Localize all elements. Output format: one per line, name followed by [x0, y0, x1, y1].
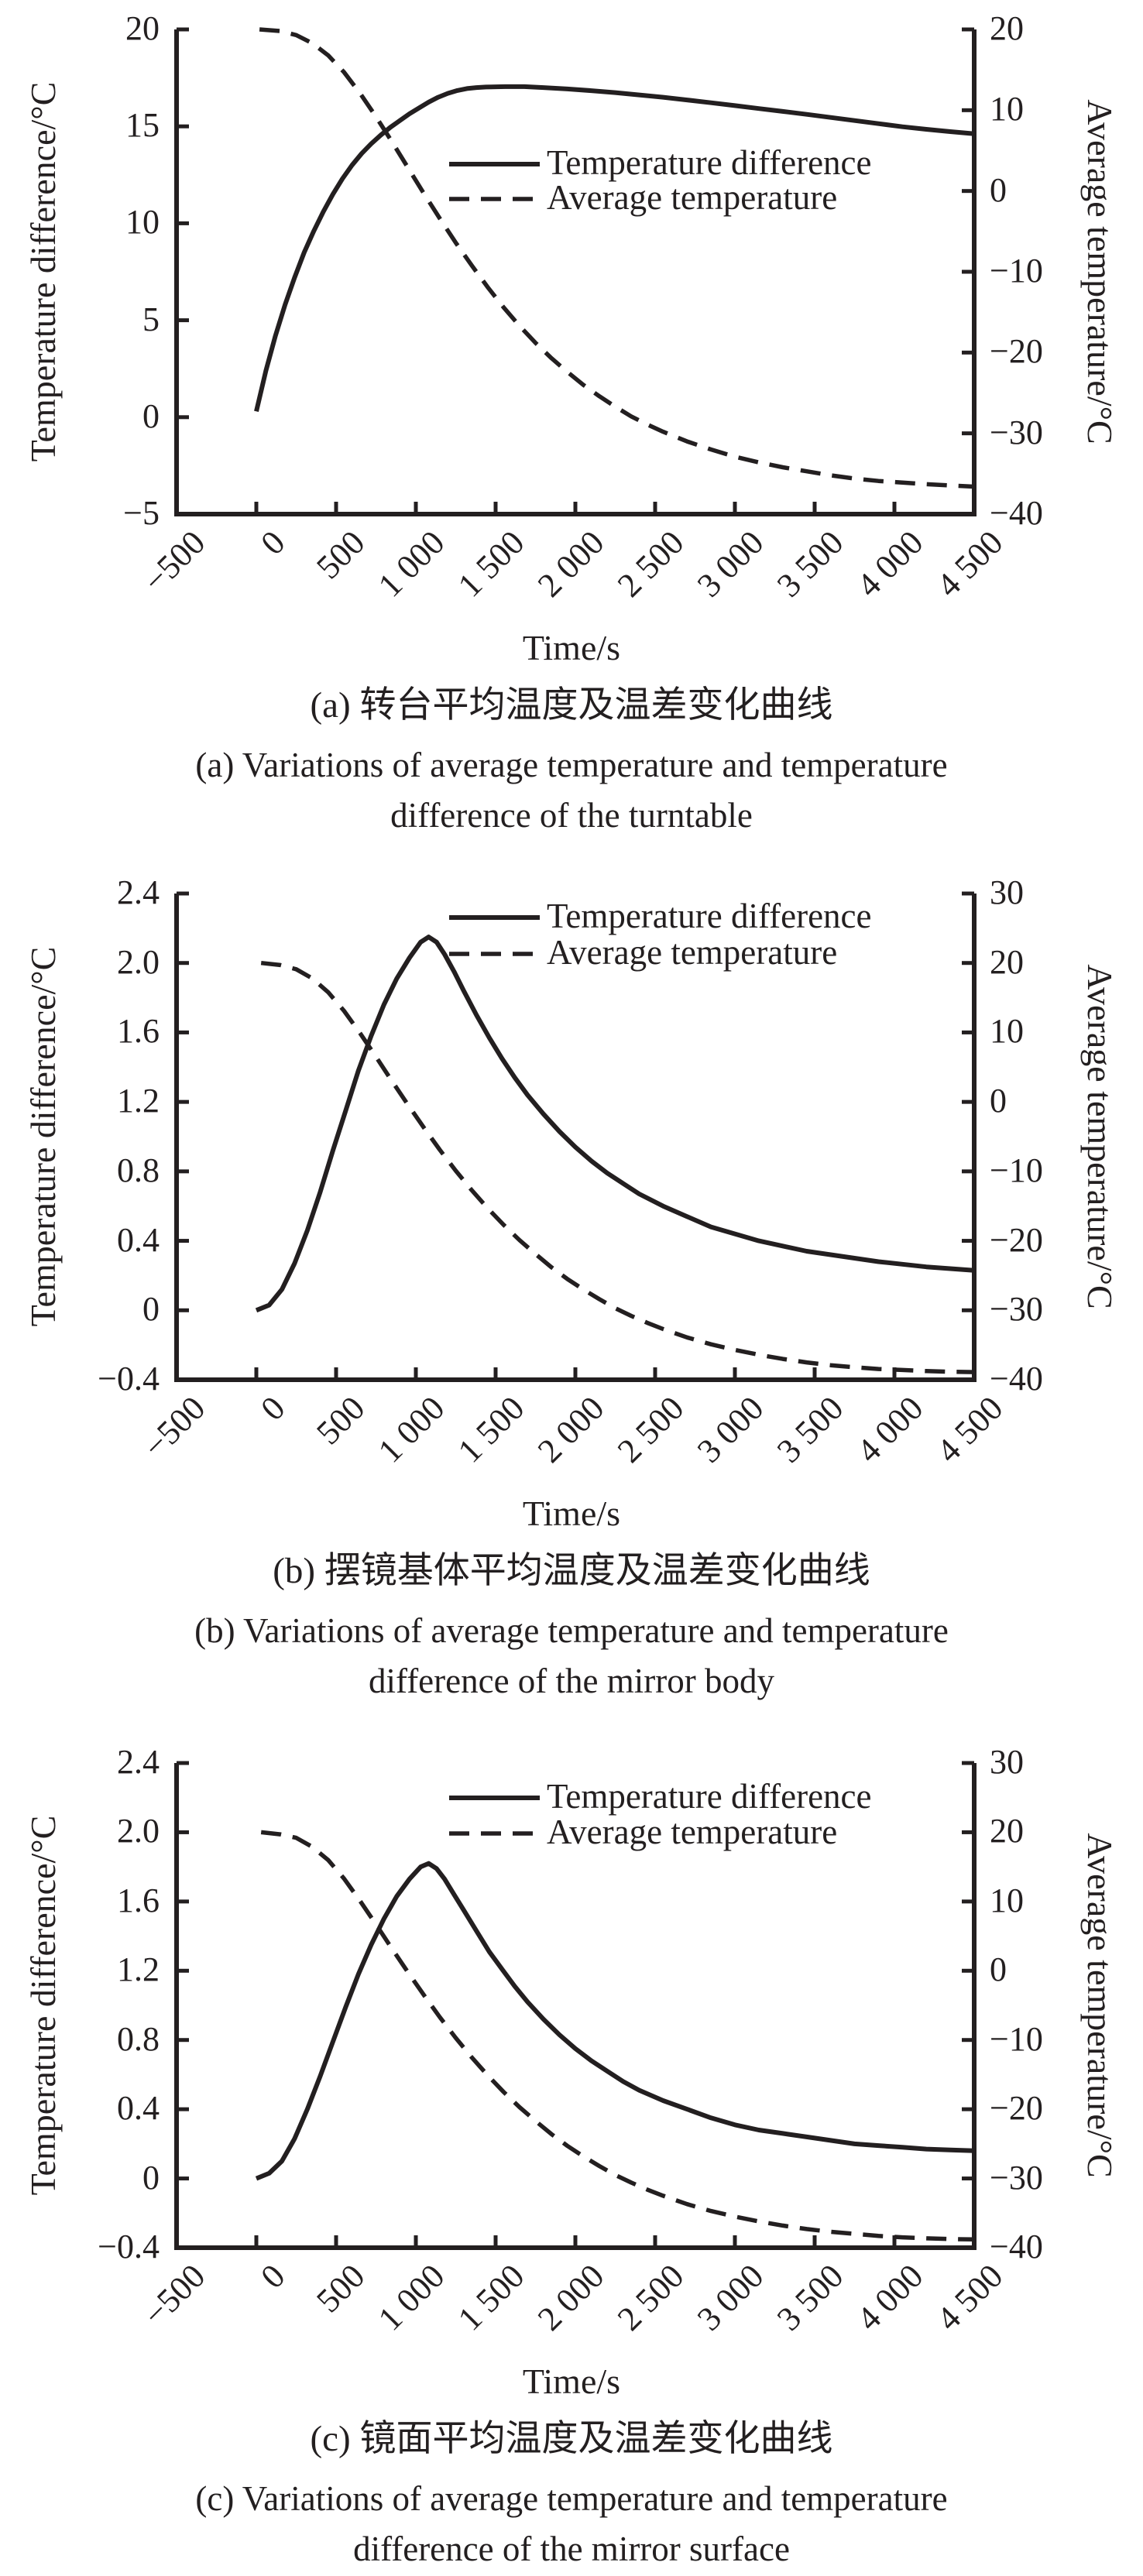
legend-label-average-temperature: Average temperature	[547, 178, 838, 217]
legend-label-temperature-difference: Temperature difference	[547, 897, 872, 935]
caption-english-line2: difference of the mirror body	[369, 1662, 774, 1700]
series-temperature-difference-line	[255, 1861, 975, 2181]
left-axis-title: Temperature difference/°C	[23, 1815, 63, 2196]
legend-label-average-temperature: Average temperature	[547, 933, 838, 972]
right-axis-title: Average temperature/°C	[1080, 99, 1120, 444]
series-temperature-difference-line	[255, 935, 975, 1313]
caption-chinese: (b) 摆镜基体平均温度及温差变化曲线	[273, 1551, 870, 1591]
tick-marks	[174, 1761, 977, 2250]
caption-english-line2: difference of the turntable	[390, 796, 753, 835]
legend-label-temperature-difference: Temperature difference	[547, 1777, 872, 1816]
caption-english-line1: (c) Variations of average temperature an…	[195, 2479, 948, 2518]
x-axis-title: Time/s	[522, 628, 621, 667]
caption-chinese: (c) 镜面平均温度及温差变化曲线	[310, 2419, 833, 2459]
caption-english-line1: (b) Variations of average temperature an…	[194, 1611, 949, 1650]
series-average-temperature-line	[260, 1830, 975, 2242]
right-axis-title: Average temperature/°C	[1080, 964, 1120, 1309]
x-axis-title: Time/s	[522, 2362, 621, 2401]
series-temperature-difference-line	[254, 84, 975, 412]
caption-english-line1: (a) Variations of average temperature an…	[195, 746, 948, 784]
series-average-temperature-line	[259, 27, 975, 489]
x-axis-title: Time/s	[522, 1494, 621, 1533]
series-average-temperature-line	[260, 960, 975, 1374]
caption-chinese: (a) 转台平均温度及温差变化曲线	[310, 685, 833, 725]
legend-label-temperature-difference: Temperature difference	[547, 143, 872, 182]
right-axis-title: Average temperature/°C	[1080, 1833, 1120, 2178]
left-axis-title: Temperature difference/°C	[23, 81, 63, 462]
left-axis-title: Temperature difference/°C	[23, 946, 63, 1327]
tick-marks	[174, 27, 977, 516]
legend-label-average-temperature: Average temperature	[547, 1813, 838, 1851]
caption-english-line2: difference of the mirror surface	[353, 2530, 790, 2568]
